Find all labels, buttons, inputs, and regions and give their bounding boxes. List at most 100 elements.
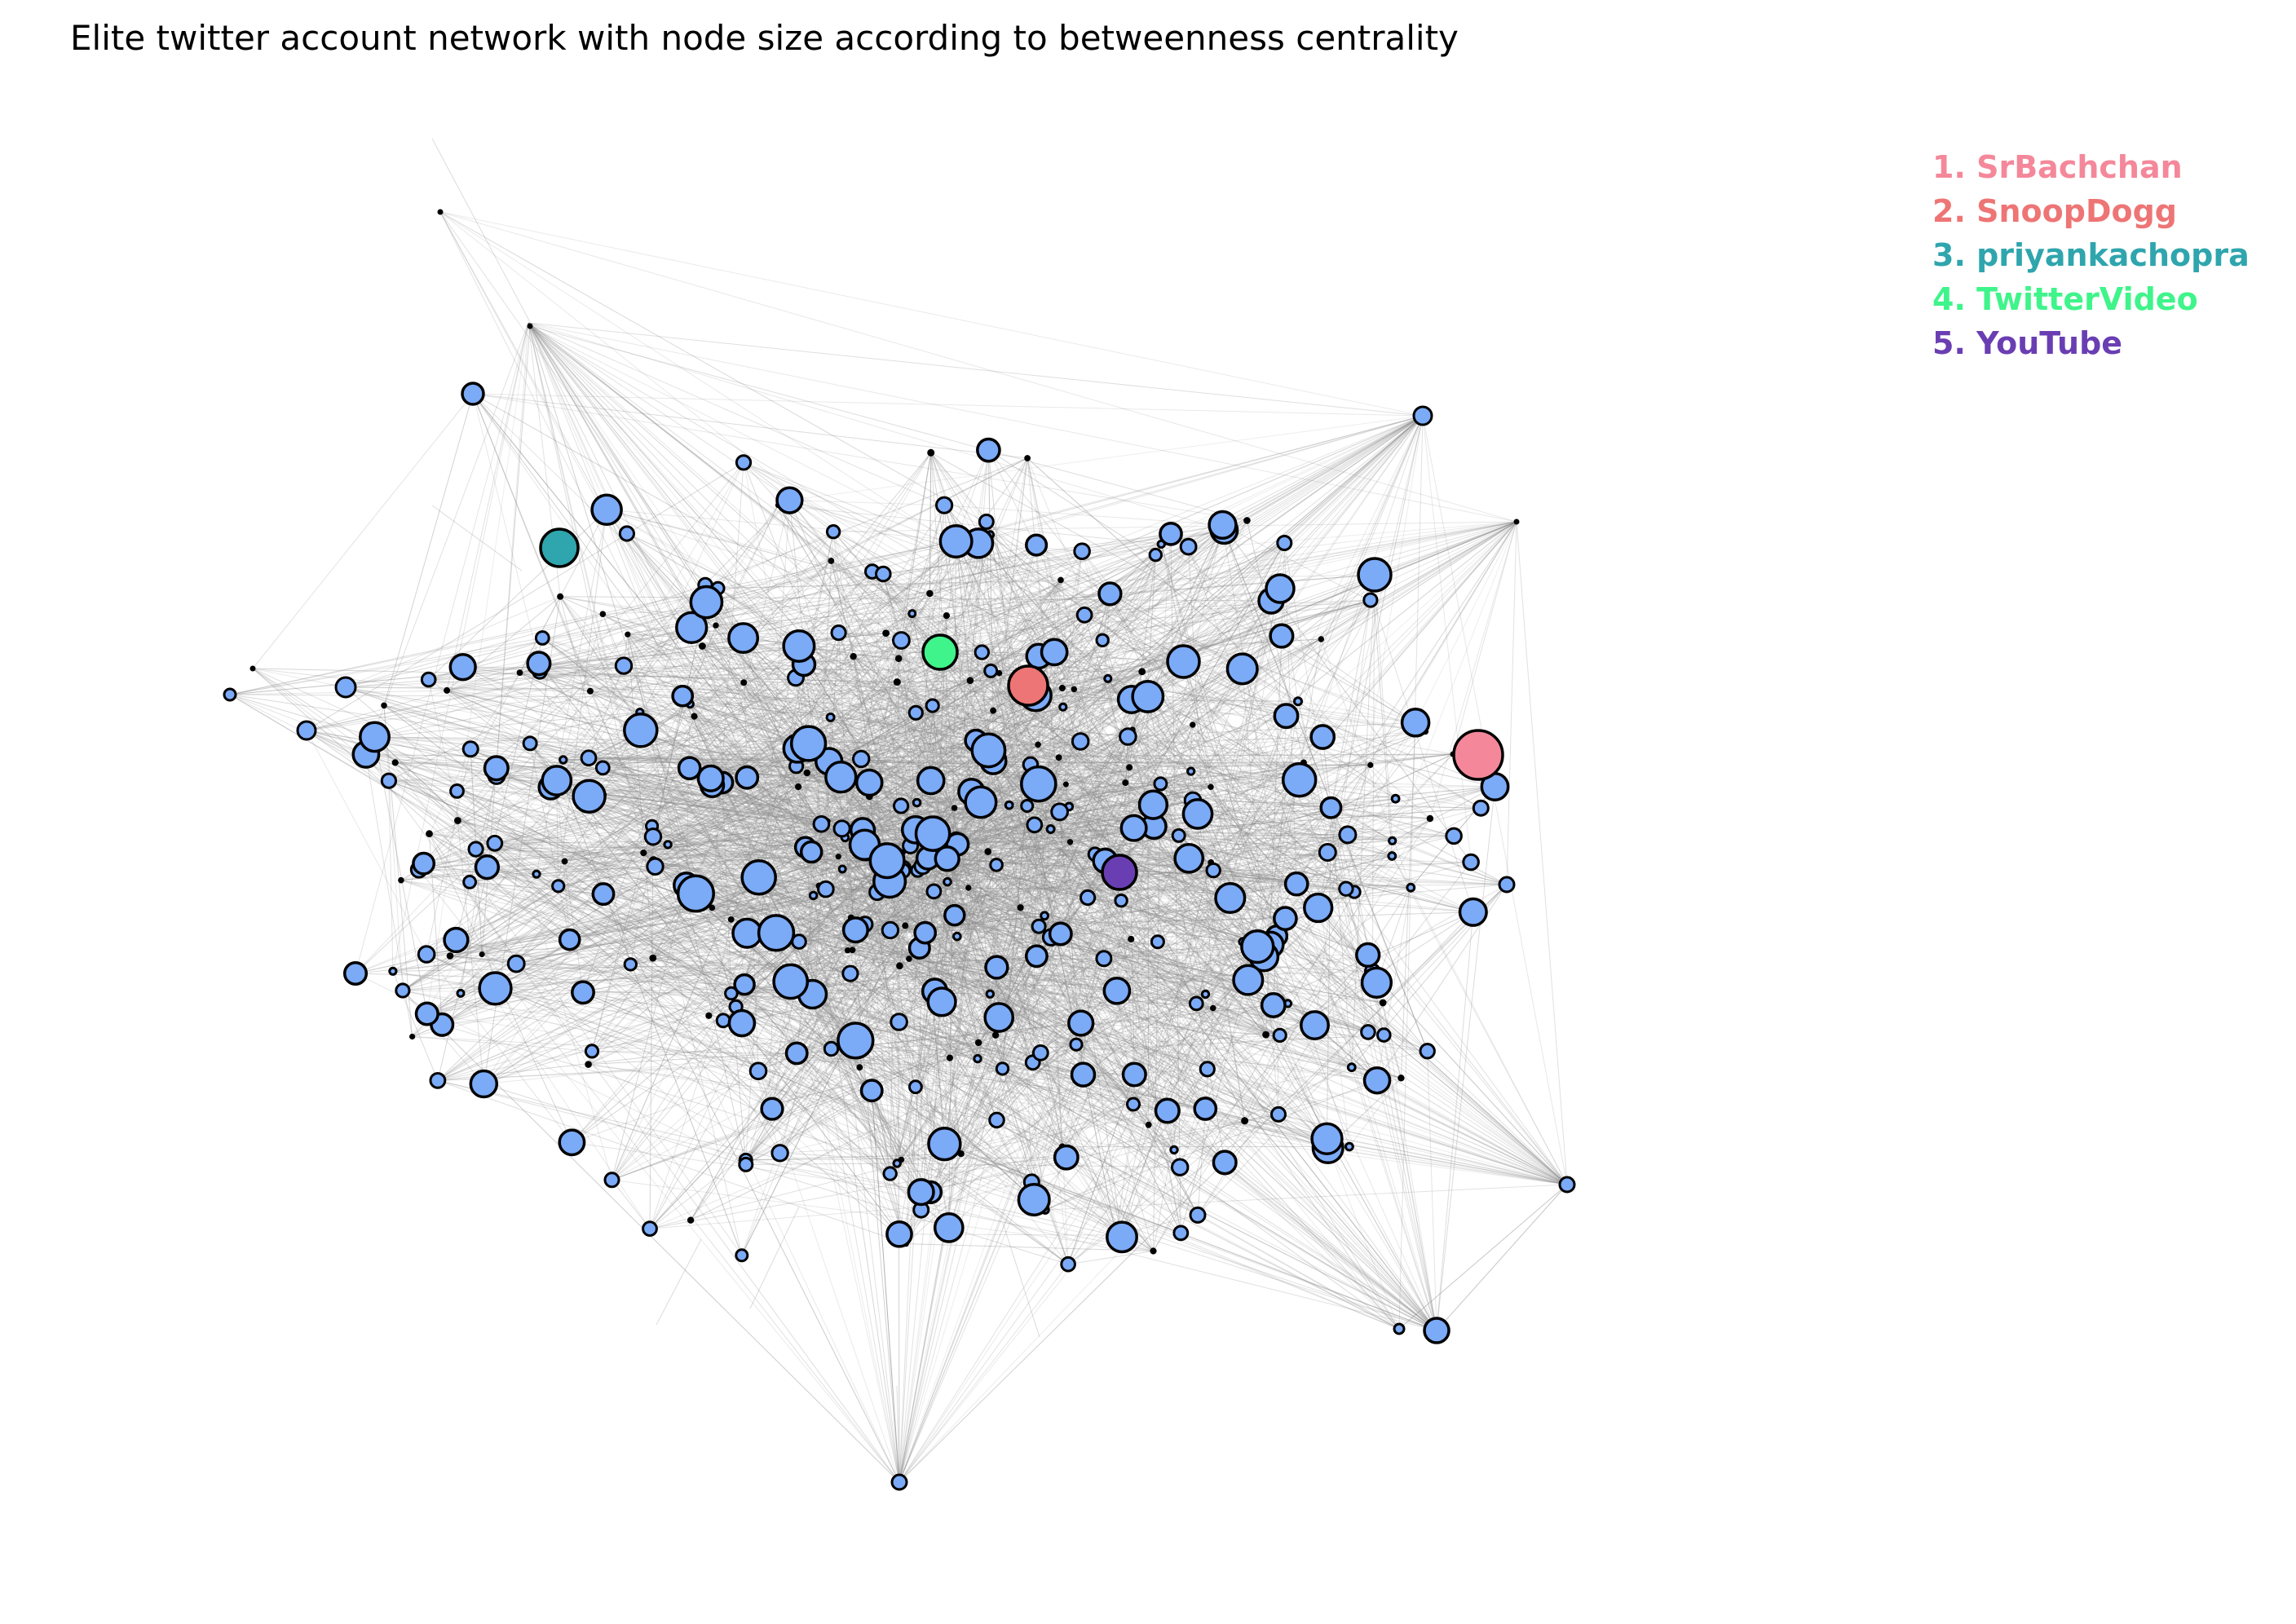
network-edge xyxy=(930,452,1416,723)
network-node xyxy=(1121,1061,1147,1088)
network-edge xyxy=(418,869,745,986)
network-edge xyxy=(1062,798,1396,1147)
network-edge xyxy=(437,614,1085,1081)
network-edge xyxy=(986,521,1246,1121)
network-node xyxy=(890,1473,908,1491)
network-edge xyxy=(803,588,1281,665)
network-edge xyxy=(1192,724,1212,788)
network-edge xyxy=(229,638,543,695)
network-node xyxy=(837,1022,875,1060)
network-edge xyxy=(996,864,1067,1158)
network-edge xyxy=(813,532,834,896)
network-node xyxy=(474,854,501,880)
network-edge xyxy=(956,541,1192,772)
network-edge xyxy=(771,834,1349,1110)
network-edge xyxy=(441,593,1110,1026)
network-edge xyxy=(1060,524,1223,580)
network-node xyxy=(1393,1322,1406,1335)
network-edge xyxy=(795,677,1384,1004)
network-edge xyxy=(606,510,936,992)
highlight-node-snoopdogg xyxy=(1007,664,1049,707)
network-edge xyxy=(805,801,982,848)
network-node xyxy=(559,755,568,765)
network-node xyxy=(1214,881,1247,915)
network-node xyxy=(1080,889,1097,907)
network-edge xyxy=(789,415,1424,501)
network-edge xyxy=(229,694,1384,1036)
legend-item-priyankachopra: 3. priyankachopra xyxy=(1932,237,2250,273)
network-edge xyxy=(449,955,1135,1075)
network-edge xyxy=(798,646,854,940)
network-edge xyxy=(941,1001,1175,1150)
network-edge xyxy=(1130,938,1378,1081)
network-node xyxy=(527,323,533,329)
network-node xyxy=(625,631,631,638)
network-node xyxy=(551,879,566,894)
network-edge xyxy=(550,573,884,788)
network-edge xyxy=(494,842,856,1041)
network-edge xyxy=(516,889,827,964)
network-edge xyxy=(1391,855,1411,888)
network-edge xyxy=(481,894,604,955)
network-edge xyxy=(682,695,1039,785)
network-edge xyxy=(828,761,1175,1150)
network-edge xyxy=(627,633,815,896)
network-edge xyxy=(306,730,934,835)
network-edge xyxy=(896,750,989,1164)
network-edge xyxy=(472,393,1035,1200)
network-edge xyxy=(1179,955,1369,1168)
network-edge xyxy=(868,640,902,783)
network-edge xyxy=(1069,805,1430,819)
network-edge xyxy=(694,716,1181,1168)
network-node xyxy=(978,514,995,530)
network-node xyxy=(1097,581,1123,607)
network-edge xyxy=(986,521,1069,1264)
network-edge xyxy=(896,783,1066,1164)
network-node xyxy=(882,1166,898,1181)
network-edge xyxy=(876,891,1243,942)
network-edge xyxy=(899,870,918,966)
network-edge xyxy=(690,929,856,1220)
network-edge xyxy=(852,932,925,951)
network-edge xyxy=(470,748,1402,1079)
network-edge xyxy=(925,884,1508,933)
network-edge xyxy=(777,505,956,809)
network-edge xyxy=(745,783,1040,1165)
network-edge xyxy=(426,748,471,955)
network-edge xyxy=(1270,944,1378,1081)
network-node xyxy=(1102,976,1132,1005)
network-edge xyxy=(1320,638,1411,888)
network-edge xyxy=(885,541,956,633)
network-node xyxy=(1172,1225,1190,1242)
network-edge xyxy=(483,615,947,1084)
network-edge xyxy=(374,624,717,738)
network-edge xyxy=(944,505,1223,526)
highlight-node-twittervideo xyxy=(921,633,959,671)
network-edge xyxy=(1060,594,1110,934)
network-edge xyxy=(1436,1184,1568,1331)
network-edge xyxy=(758,532,834,878)
network-node xyxy=(1024,455,1031,461)
network-edge xyxy=(1127,736,1135,1075)
network-node xyxy=(850,653,857,660)
network-edge xyxy=(850,917,1181,1233)
network-edge xyxy=(1083,798,1396,1075)
network-node xyxy=(342,960,369,986)
network-edge xyxy=(775,580,1062,933)
network-node xyxy=(735,1248,749,1263)
network-edge xyxy=(745,805,1010,1161)
network-node xyxy=(824,761,858,794)
network-node xyxy=(1017,1182,1051,1217)
network-edge xyxy=(418,761,829,871)
network-edge xyxy=(1035,545,1396,800)
network-node xyxy=(580,749,598,767)
network-node xyxy=(506,954,526,973)
network-node xyxy=(976,437,1001,463)
network-edge xyxy=(516,963,1248,981)
network-edge xyxy=(689,704,891,931)
network-edge xyxy=(930,452,1428,1052)
highlight-node-srbachchan xyxy=(1452,729,1504,781)
network-edge xyxy=(1160,544,1271,945)
network-node xyxy=(1445,827,1463,845)
network-edge xyxy=(862,829,1199,1216)
